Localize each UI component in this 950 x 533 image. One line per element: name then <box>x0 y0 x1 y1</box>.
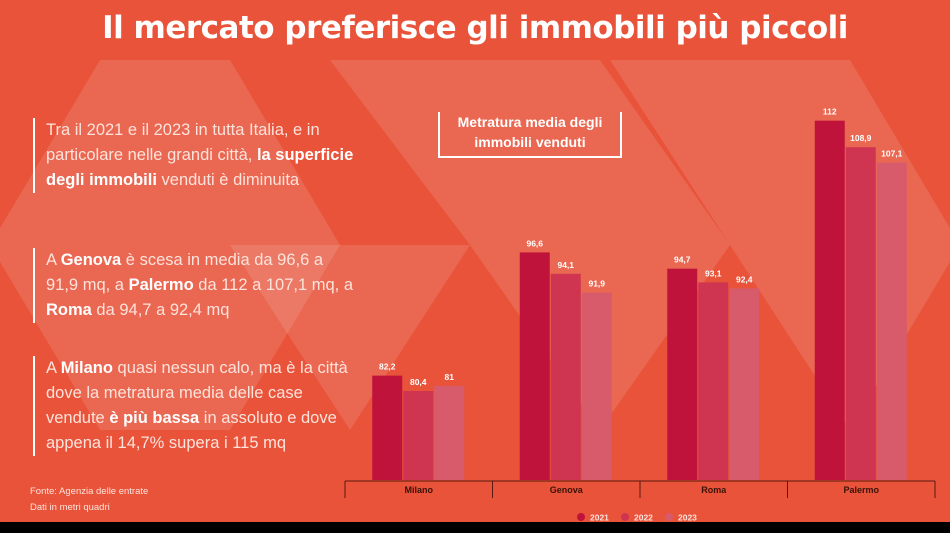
bar <box>434 385 465 480</box>
bar <box>667 268 698 480</box>
bottom-bar <box>0 522 950 533</box>
bold-text: Palermo <box>128 276 194 294</box>
text: quasi nessun calo, ma è la città dove la… <box>46 359 348 427</box>
paragraph: A Genova è scesa in media da 96,6 a 91,9… <box>33 248 358 323</box>
bar <box>372 375 403 480</box>
legend-marker <box>665 513 673 521</box>
value-label: 92,4 <box>736 274 753 284</box>
legend-marker <box>577 513 585 521</box>
text: da 112 a 107,1 mq, a <box>193 276 353 294</box>
value-label: 108,9 <box>850 133 872 143</box>
value-label: 91,9 <box>588 279 605 289</box>
legend-label: 2022 <box>634 513 653 523</box>
paragraph: Tra il 2021 e il 2023 in tutta Italia, e… <box>33 118 358 193</box>
text: da 94,7 a 92,4 mq <box>91 301 230 319</box>
text: Tra il 2021 e il 2023 in tutta Italia, e… <box>46 121 320 164</box>
bar <box>403 391 434 480</box>
text: A <box>46 251 61 269</box>
value-label: 96,6 <box>526 238 543 248</box>
value-label: 80,4 <box>410 377 427 387</box>
x-tick-label: Milano <box>405 485 434 495</box>
bold-text: Genova <box>60 251 122 269</box>
unit-note: Dati in metri quadri <box>30 502 110 513</box>
bar <box>550 273 581 480</box>
bold-text: Roma <box>46 301 92 319</box>
bold-text: la superficie degli immobili <box>46 146 354 189</box>
title: Il mercato preferisce gli immobili più p… <box>102 10 848 46</box>
x-tick-label: Genova <box>550 485 584 495</box>
value-label: 107,1 <box>881 149 903 159</box>
x-tick-label: Palermo <box>843 485 879 495</box>
legend-label: 2021 <box>590 513 609 523</box>
bar <box>845 147 876 480</box>
bar <box>814 120 845 481</box>
value-label: 112 <box>823 107 837 117</box>
source-note: Fonte: Agenzia delle entrate <box>30 486 149 497</box>
text: in assoluto e dove appena il 14,7% super… <box>46 409 337 452</box>
bar <box>519 252 550 480</box>
text: A <box>46 359 61 377</box>
bold-text: è più bassa <box>109 409 200 427</box>
bar <box>698 282 729 480</box>
value-label: 93,1 <box>705 268 722 278</box>
value-label: 82,2 <box>379 362 396 372</box>
value-label: 94,7 <box>674 255 691 265</box>
text: è scesa in media da 96,6 a 91,9 mq, a <box>46 251 324 294</box>
value-label: 81 <box>445 372 455 382</box>
chart-title: Metratura media degli immobili venduti <box>438 112 622 158</box>
text: venduti è diminuita <box>156 171 300 189</box>
value-label: 94,1 <box>557 260 574 270</box>
bar <box>876 162 907 481</box>
bar <box>729 288 760 480</box>
bar <box>581 292 612 480</box>
legend-marker <box>621 513 629 521</box>
bold-text: Milano <box>60 359 113 377</box>
legend-label: 2023 <box>678 513 697 523</box>
paragraph: A Milano quasi nessun calo, ma è la citt… <box>33 356 358 456</box>
x-tick-label: Roma <box>701 485 727 495</box>
